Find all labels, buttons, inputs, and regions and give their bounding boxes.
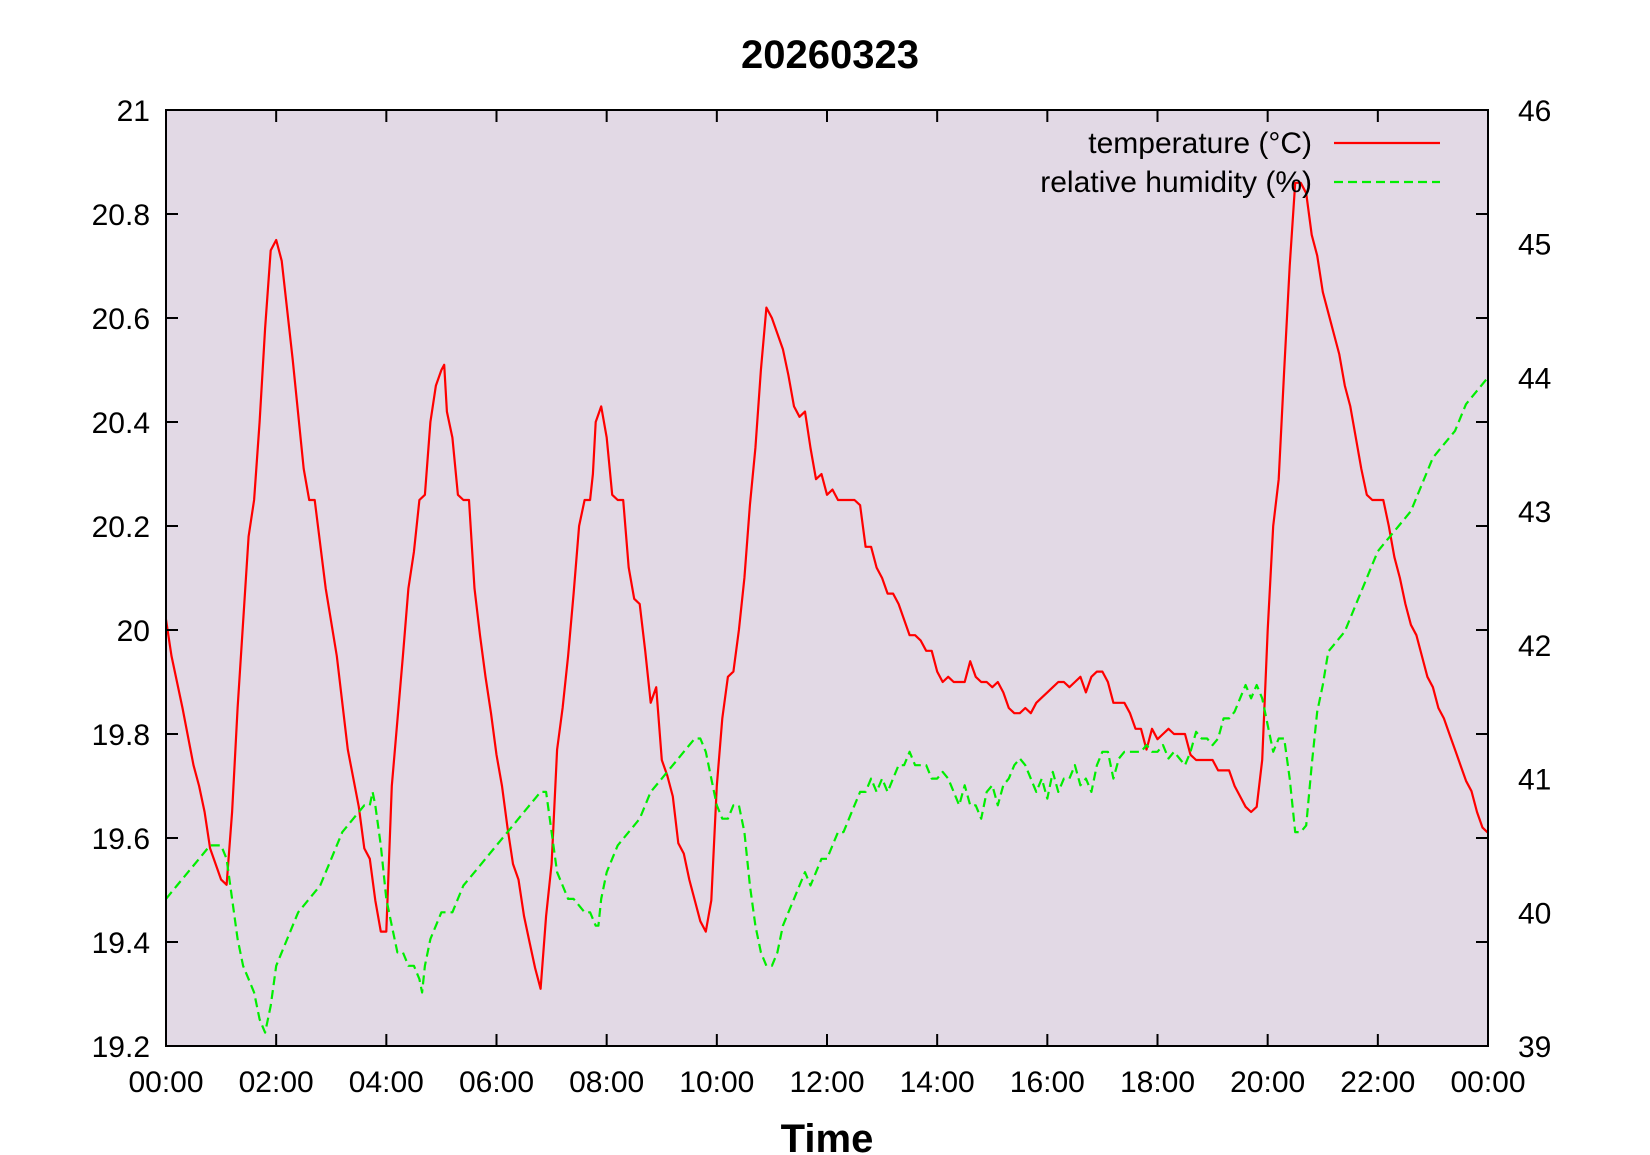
y-axis-right: 39 40 41 42 43 44 45 46 (1488, 95, 1551, 1064)
y-tick-label: 19.4 (92, 927, 150, 960)
temperature-series-line (164, 181, 1489, 990)
humidity-series-line (165, 376, 1489, 1034)
x-tick-label: 00:00 (1450, 1066, 1525, 1099)
y-tick-label: 21 (117, 95, 150, 128)
chart-title: 20260323 (741, 33, 919, 77)
y-tick-label: 19.8 (92, 719, 150, 752)
y-tick-label: 20.8 (92, 199, 150, 232)
x-axis: 00:00 02:00 04:00 06:00 08:00 10:00 12:00 14:00… (128, 110, 1526, 1099)
x-tick-label: 10:00 (679, 1066, 754, 1099)
y2-tick-label: 45 (1518, 229, 1551, 262)
x-tick-label: 04:00 (349, 1066, 424, 1099)
x-tick-label: 02:00 (239, 1066, 314, 1099)
y-axis-left: 19.2 19.4 19.6 19.8 20 20.2 20.4 20.6 20.8 21 (92, 95, 1488, 1064)
series-layer (164, 181, 1489, 1034)
x-tick-label: 06:00 (459, 1066, 534, 1099)
x-axis-label: Time (781, 1117, 874, 1155)
y2-tick-label: 40 (1518, 897, 1551, 930)
y2-tick-label: 44 (1518, 362, 1551, 395)
x-tick-label: 18:00 (1120, 1066, 1195, 1099)
y-tick-label: 20.6 (92, 303, 150, 336)
x-tick-label: 00:00 (128, 1066, 203, 1099)
x-tick-label: 08:00 (569, 1066, 644, 1099)
y-tick-label: 19.2 (92, 1031, 150, 1064)
y2-tick-label: 42 (1518, 630, 1551, 663)
legend: temperature (°C) relative humidity (%) (1040, 127, 1440, 199)
legend-label: temperature (°C) (1088, 127, 1312, 160)
y-tick-label: 20.2 (92, 511, 150, 544)
y-tick-label: 19.6 (92, 823, 150, 856)
y-tick-label: 20 (117, 615, 150, 648)
legend-label: relative humidity (%) (1040, 166, 1312, 199)
x-tick-label: 14:00 (900, 1066, 975, 1099)
y2-tick-label: 46 (1518, 95, 1551, 128)
y2-tick-label: 39 (1518, 1031, 1551, 1064)
x-tick-label: 22:00 (1340, 1066, 1415, 1099)
y2-tick-label: 41 (1518, 764, 1551, 797)
x-tick-label: 12:00 (789, 1066, 864, 1099)
x-tick-label: 20:00 (1230, 1066, 1305, 1099)
x-tick-label: 16:00 (1010, 1066, 1085, 1099)
y-tick-label: 20.4 (92, 407, 150, 440)
y2-tick-label: 43 (1518, 496, 1551, 529)
